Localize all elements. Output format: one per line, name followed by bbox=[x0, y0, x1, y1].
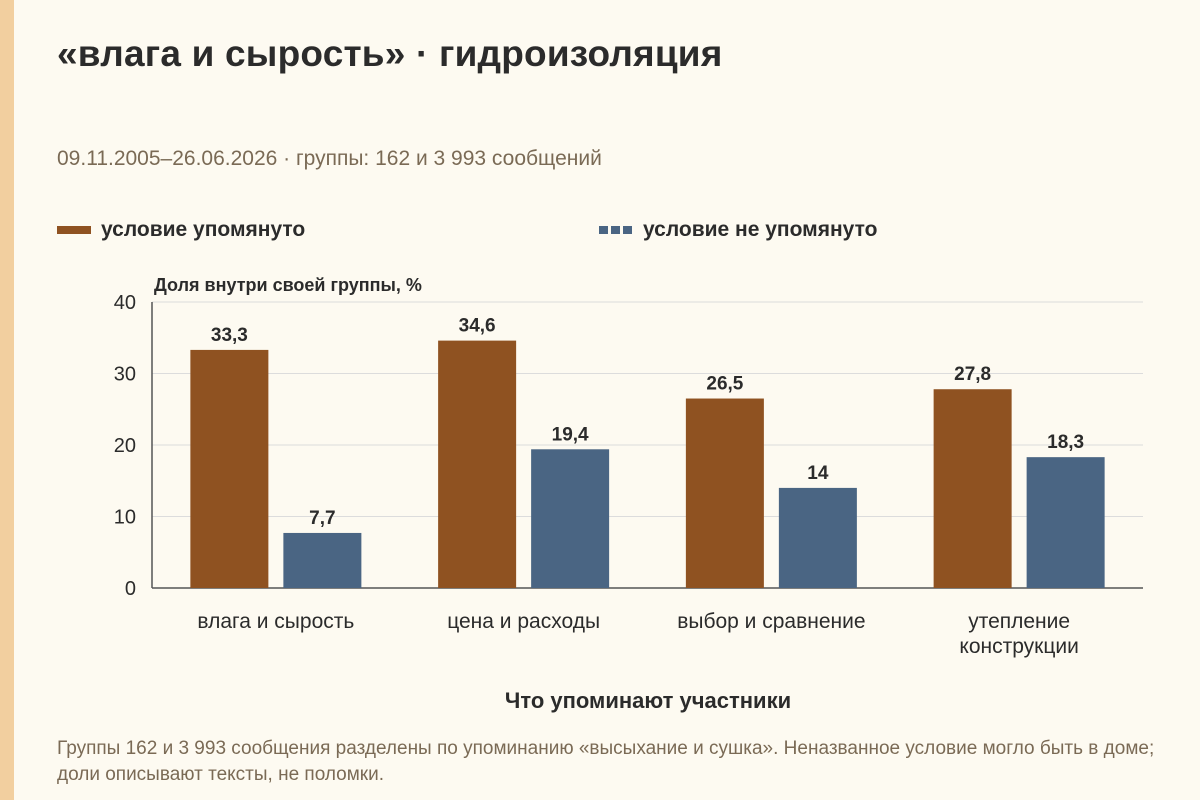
footnote: Группы 162 и 3 993 сообщения разделены п… bbox=[57, 738, 1155, 785]
chart-title: «влага и сырость» · гидроизоляция bbox=[57, 33, 723, 74]
bar-not-mentioned bbox=[1026, 457, 1105, 588]
x-axis-title: Что упоминают участники bbox=[505, 688, 791, 713]
y-tick-label: 30 bbox=[114, 364, 136, 386]
accent-strip bbox=[0, 0, 14, 800]
data-label: 33,3 bbox=[211, 325, 248, 346]
legend-label-not-mentioned: условие не упомянуто bbox=[643, 218, 878, 241]
data-label: 19,4 bbox=[552, 424, 589, 445]
y-axis-title: Доля внутри своей группы, % bbox=[154, 275, 422, 295]
data-label: 26,5 bbox=[706, 374, 743, 395]
bar-mentioned bbox=[685, 398, 764, 588]
legend-swatch-not-mentioned bbox=[599, 226, 633, 234]
x-tick-label: цена и расходы bbox=[447, 610, 600, 633]
data-label: 27,8 bbox=[954, 364, 991, 385]
y-tick-label: 10 bbox=[114, 507, 136, 529]
data-label: 7,7 bbox=[309, 508, 335, 529]
bar-not-mentioned bbox=[531, 449, 610, 588]
y-tick-label: 40 bbox=[114, 292, 136, 314]
bar-mentioned bbox=[190, 349, 269, 588]
legend-item-not-mentioned: условие не упомянуто bbox=[599, 218, 877, 242]
data-label: 34,6 bbox=[459, 316, 496, 337]
x-tick-label: влага и сырость bbox=[197, 610, 354, 633]
bar-not-mentioned bbox=[778, 487, 857, 588]
data-label: 18,3 bbox=[1047, 432, 1084, 453]
bar-mentioned bbox=[438, 340, 517, 588]
x-tick-label: утепление конструкции bbox=[959, 610, 1078, 658]
x-tick-label: выбор и сравнение bbox=[677, 610, 865, 633]
y-tick-label: 0 bbox=[125, 578, 136, 600]
legend-item-mentioned: условие упомянуто bbox=[57, 218, 305, 242]
bar-not-mentioned bbox=[283, 532, 362, 588]
legend-swatch-mentioned bbox=[57, 226, 91, 234]
data-label: 14 bbox=[807, 463, 829, 484]
bar-mentioned bbox=[933, 389, 1012, 588]
y-tick-label: 20 bbox=[114, 435, 136, 457]
legend-label-mentioned: условие упомянуто bbox=[101, 218, 306, 241]
chart-subtitle: 09.11.2005–26.06.2026 · группы: 162 и 3 … bbox=[57, 147, 602, 170]
legend: условие упомянуто условие не упомянуто bbox=[57, 218, 1157, 248]
